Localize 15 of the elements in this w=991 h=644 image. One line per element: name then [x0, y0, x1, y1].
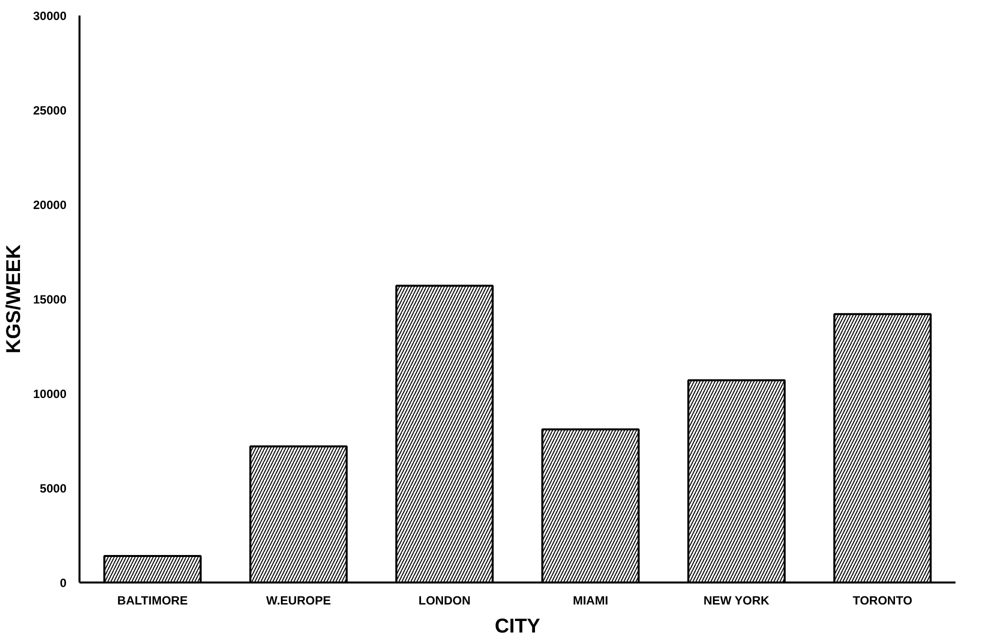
y-tick-label: 25000: [33, 104, 67, 118]
y-tick-label: 0: [60, 576, 67, 590]
y-tick-label: 20000: [33, 198, 67, 212]
x-tick-label: LONDON: [418, 594, 470, 608]
x-tick-label: BALTIMORE: [117, 594, 188, 608]
x-tick-label: MIAMI: [572, 594, 608, 608]
y-tick-label: 5000: [40, 482, 67, 496]
y-axis-title: KGS/WEEK: [3, 244, 26, 354]
x-tick-label: TORONTO: [852, 594, 912, 608]
y-tick-label: 10000: [33, 387, 67, 401]
y-tick-label: 15000: [33, 292, 67, 306]
x-tick-label: NEW YORK: [704, 594, 770, 608]
y-tick-label: 30000: [33, 9, 67, 23]
x-tick-label: W.EUROPE: [266, 594, 331, 608]
x-axis-title: CITY: [494, 616, 541, 638]
